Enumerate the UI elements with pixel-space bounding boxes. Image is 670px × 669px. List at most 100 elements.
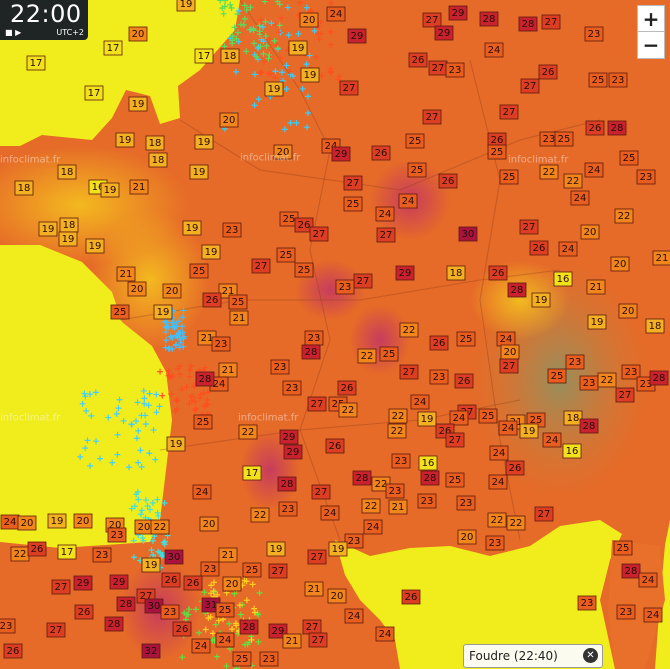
temperature-station: 24 xyxy=(488,474,508,490)
temperature-label: 22 xyxy=(14,549,27,560)
lightning-strike xyxy=(96,455,103,462)
temperature-box xyxy=(395,265,415,281)
lightning-strike xyxy=(211,579,218,586)
temperature-station: 22 xyxy=(338,402,358,418)
temperature-label: 27 xyxy=(315,487,328,498)
lightning-strike xyxy=(180,307,187,314)
temperature-station: 26 xyxy=(585,120,605,136)
lightning-strike xyxy=(186,373,193,380)
temperature-box xyxy=(218,547,238,563)
temperature-box xyxy=(301,344,321,360)
temperature-station: 26 xyxy=(408,52,428,68)
temperature-label: 19 xyxy=(270,544,283,555)
play-controls[interactable]: ■ ▶ xyxy=(5,28,22,37)
temperature-station: 27 xyxy=(399,364,419,380)
temperature-label: 20 xyxy=(504,347,517,358)
temperature-box xyxy=(649,370,669,386)
temperature-label: 26 xyxy=(412,55,425,66)
temperature-box xyxy=(145,135,165,151)
close-button[interactable]: ✕ xyxy=(583,648,598,663)
temperature-label: 26 xyxy=(491,135,504,146)
temperature-station: 23 xyxy=(335,279,355,295)
temperature-station: 21 xyxy=(652,250,670,266)
temperature-station: 21 xyxy=(218,283,238,299)
temperature-label: 23 xyxy=(226,225,239,236)
temperature-label: 21 xyxy=(222,286,235,297)
lightning-strike xyxy=(179,314,186,321)
temperature-station: 27 xyxy=(251,258,271,274)
temperature-station: 28 xyxy=(479,11,499,27)
temperature-label: 21 xyxy=(222,550,235,561)
temperature-station: 24 xyxy=(643,607,663,623)
temperature-station: 21 xyxy=(282,633,302,649)
temperature-station: 18 xyxy=(57,164,77,180)
temperature-box xyxy=(407,162,427,178)
lightning-strike xyxy=(253,53,260,60)
temperature-box xyxy=(344,533,364,549)
temperature-station: 23 xyxy=(579,375,599,391)
lightning-strike xyxy=(155,512,162,519)
temperature-label: 27 xyxy=(426,15,439,26)
temperature-box xyxy=(294,217,314,233)
temperature-label: 22 xyxy=(618,211,631,222)
zoom-in[interactable]: + xyxy=(637,5,665,33)
lightning-strike xyxy=(200,390,207,397)
temperature-station: 23 xyxy=(211,336,231,352)
temperature-station: 26 xyxy=(401,589,421,605)
lightning-strike xyxy=(192,606,199,613)
temperature-label: 23 xyxy=(640,172,653,183)
lightning-strike xyxy=(139,535,146,542)
lightning-strike xyxy=(231,24,238,31)
lightning-strike xyxy=(285,32,292,39)
lightning-strike xyxy=(176,371,183,378)
temperature-label: 23 xyxy=(339,282,352,293)
temperature-label: 19 xyxy=(193,167,206,178)
temperature-station: 19 xyxy=(85,238,105,254)
temperature-station: 17 xyxy=(103,40,123,56)
temperature-box xyxy=(597,372,617,388)
temperature-label: 19 xyxy=(304,70,317,81)
temperature-station: 18 xyxy=(563,410,583,426)
lightning-strike xyxy=(84,437,91,444)
temperature-station: 23 xyxy=(107,527,127,543)
lightning-strike xyxy=(212,621,219,628)
temperature-label: 22 xyxy=(242,427,255,438)
temperature-station: 24 xyxy=(498,420,518,436)
temperature-label: 24 xyxy=(414,397,427,408)
temperature-station: 19 xyxy=(288,40,308,56)
temperature-box xyxy=(338,402,358,418)
temperature-station: 23 xyxy=(222,222,242,238)
temperature-box xyxy=(326,6,346,22)
lightning-strike xyxy=(296,0,303,6)
temperature-station: 23 xyxy=(417,493,437,509)
temperature-station: 18 xyxy=(645,318,665,334)
lightning-strike xyxy=(243,48,250,55)
temperature-station: 25 xyxy=(276,247,296,263)
lightning-strike xyxy=(220,10,227,17)
lightning-strike xyxy=(234,29,241,36)
temperature-box xyxy=(539,164,559,180)
temperature-label: 20 xyxy=(277,147,290,158)
temperature-label: 21 xyxy=(201,333,214,344)
temperature-label: 16 xyxy=(557,274,570,285)
temperature-label: 26 xyxy=(433,338,446,349)
temperature-station: 23 xyxy=(608,72,628,88)
temperature-label: 18 xyxy=(61,167,74,178)
temperature-box xyxy=(498,420,518,436)
temperature-label: 25 xyxy=(551,371,564,382)
temperature-station: 19 xyxy=(115,132,135,148)
temperature-label: 23 xyxy=(449,65,462,76)
lightning-strike xyxy=(273,42,280,49)
temperature-label: 20 xyxy=(21,518,34,529)
time-panel: 22:00 ■ ▶ UTC+2 xyxy=(0,0,88,40)
temperature-label: 22 xyxy=(567,176,580,187)
temperature-box xyxy=(58,231,78,247)
lightning-legend-label: Foudre (22:40) xyxy=(469,649,558,663)
temperature-label: 26 xyxy=(165,575,178,586)
zoom-out[interactable]: − xyxy=(637,31,665,59)
temperature-box xyxy=(129,179,149,195)
lightning-strike xyxy=(165,323,172,330)
temperature-box xyxy=(128,26,148,42)
temperature-station: 19 xyxy=(264,81,284,97)
temperature-label: 26 xyxy=(7,646,20,657)
